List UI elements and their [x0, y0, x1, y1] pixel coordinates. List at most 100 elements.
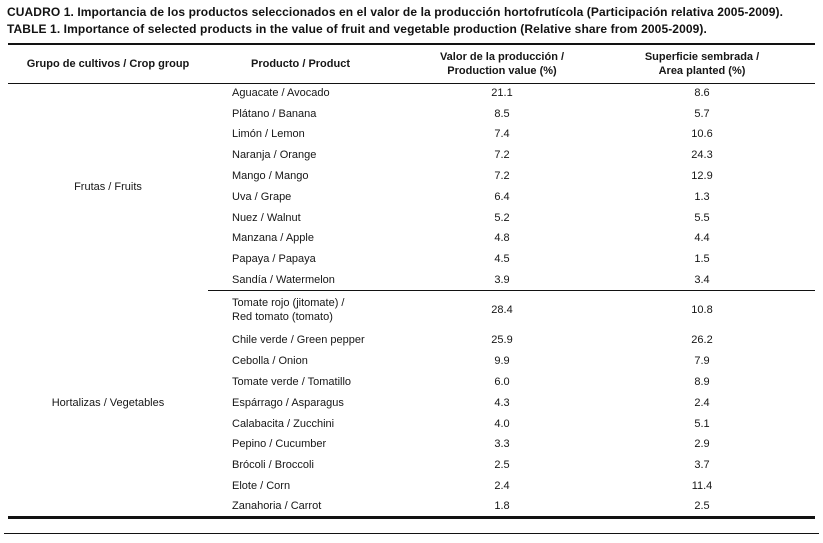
production-value-cell: 7.2 — [494, 149, 510, 162]
production-value-cell: 6.4 — [494, 190, 510, 203]
table-row: Hortalizas / Vegetables Tomate rojo (jito… — [8, 290, 815, 409]
header-line: Production value (%) — [447, 64, 557, 77]
table-row: Manzana / Apple 4.8 4.4 — [8, 229, 815, 250]
column-header-product: Producto / Product — [208, 44, 393, 84]
table-row: Pepino / Cucumber 3.3 2.9 — [8, 434, 815, 455]
production-value-cell: 3.9 — [494, 273, 510, 286]
area-planted-cell: 1.5 — [694, 253, 710, 266]
product-cell: Limón / Lemon — [232, 128, 305, 141]
area-planted-cell: 26.2 — [691, 334, 713, 347]
production-value-cell: 4.0 — [494, 417, 510, 430]
production-value-cell: 8.5 — [494, 107, 510, 120]
product-cell: Calabacita / Zucchini — [232, 417, 335, 430]
production-value-cell: 7.4 — [494, 128, 510, 141]
table-row: Elote / Corn 2.4 11.4 — [8, 476, 815, 497]
crop-group-cell: Frutas / Fruits — [74, 180, 142, 193]
area-planted-cell: 4.4 — [694, 232, 710, 245]
production-value-cell: 9.9 — [494, 355, 510, 368]
product-cell: Uva / Grape — [232, 190, 292, 203]
header-line: Area planted (%) — [658, 64, 746, 77]
table-row: Plátano / Banana 8.5 5.7 — [8, 104, 815, 125]
production-value-cell: 25.9 — [491, 334, 513, 347]
table-row: Brócoli / Broccoli 2.5 3.7 — [8, 455, 815, 476]
area-planted-cell: 10.6 — [691, 128, 713, 141]
table-row: Nuez / Walnut 5.2 5.5 — [8, 208, 815, 229]
production-value-cell: 5.2 — [494, 211, 510, 224]
table-row: Papaya / Papaya 4.5 1.5 — [8, 249, 815, 270]
production-value-cell: 7.2 — [494, 170, 510, 183]
table-row: Cebolla / Onion 9.9 7.9 — [8, 351, 815, 372]
product-cell: Naranja / Orange — [232, 149, 317, 162]
area-planted-cell: 10.8 — [611, 290, 815, 331]
area-planted-cell: 2.5 — [694, 499, 710, 512]
table-body: Frutas / Fruits Aguacate / Avocado 21.1 8.6… — [8, 83, 815, 518]
production-value-cell: 2.4 — [494, 479, 510, 492]
table-row: Uva / Grape 6.4 1.3 — [8, 187, 815, 208]
table-row: Calabacita / Zucchini 4.0 5.1 — [8, 414, 815, 435]
production-value-cell: 4.5 — [494, 253, 510, 266]
table-row: Tomate verde / Tomatillo 6.0 8.9 — [8, 372, 815, 393]
area-planted-cell: 8.6 — [694, 87, 710, 100]
product-cell: Zanahoria / Carrot — [232, 499, 322, 512]
product-cell: Papaya / Papaya — [232, 253, 316, 266]
table-row: Frutas / Fruits Aguacate / Avocado 21.1 8.6 — [8, 83, 815, 193]
production-value-cell: 28.4 — [393, 290, 611, 331]
crop-group-cell: Hortalizas / Vegetables — [51, 397, 165, 410]
product-cell: Tomate rojo (jitomate) / Red tomato (toma… — [208, 290, 393, 331]
area-planted-cell: 12.9 — [691, 170, 713, 183]
table-row: Espárrago / Asparagus 4.3 2.4 — [8, 393, 815, 414]
production-value-cell: 21.1 — [491, 87, 513, 100]
area-planted-cell: 8.9 — [694, 375, 710, 388]
data-table-wrapper: Grupo de cultivos / Crop group Producto … — [8, 43, 815, 520]
table-caption-english: TABLE 1. Importance of selected products… — [7, 22, 707, 36]
area-planted-cell: 5.5 — [694, 211, 710, 224]
table-row: Limón / Lemon 7.4 10.6 — [8, 125, 815, 146]
area-planted-cell: 2.9 — [694, 438, 710, 451]
area-planted-cell: 1.3 — [694, 190, 710, 203]
area-planted-cell: 7.9 — [694, 355, 710, 368]
data-table: Grupo de cultivos / Crop group Producto … — [8, 43, 815, 520]
production-value-cell: 1.8 — [494, 499, 510, 512]
product-cell: Aguacate / Avocado — [232, 87, 330, 100]
column-header-area-planted: Superficie sembrada / Area planted (%) — [611, 44, 815, 84]
product-cell: Mango / Mango — [232, 170, 309, 183]
product-cell: Manzana / Apple — [232, 232, 314, 245]
header-row: Grupo de cultivos / Crop group Producto … — [8, 44, 815, 84]
table-row: Mango / Mango 7.2 12.9 — [8, 166, 815, 187]
product-cell: Tomate verde / Tomatillo — [232, 375, 352, 388]
area-planted-cell: 5.7 — [694, 107, 710, 120]
area-planted-cell: 3.7 — [694, 459, 710, 472]
product-cell: Nuez / Walnut — [232, 211, 301, 224]
area-planted-cell: 11.4 — [691, 479, 713, 492]
area-planted-cell: 24.3 — [691, 149, 713, 162]
header-line: Superficie sembrada / — [644, 50, 760, 63]
product-cell: Chile verde / Green pepper — [232, 334, 365, 347]
area-planted-cell: 5.1 — [694, 417, 710, 430]
table-header: Grupo de cultivos / Crop group Producto … — [8, 44, 815, 84]
product-cell: Pepino / Cucumber — [232, 438, 327, 451]
bottom-rule — [4, 533, 819, 534]
table-row: Chile verde / Green pepper 25.9 26.2 — [8, 330, 815, 351]
table-row: Naranja / Orange 7.2 24.3 — [8, 145, 815, 166]
column-header-crop-group: Grupo de cultivos / Crop group — [8, 44, 208, 84]
table-caption-spanish: CUADRO 1. Importancia de los productos s… — [7, 5, 784, 19]
table-caption: CUADRO 1. Importancia de los productos s… — [7, 4, 819, 38]
product-cell: Sandía / Watermelon — [232, 273, 335, 286]
product-cell: Brócoli / Broccoli — [232, 459, 314, 472]
production-value-cell: 4.3 — [494, 396, 510, 409]
table-row: Sandía / Watermelon 3.9 3.4 — [8, 270, 815, 291]
area-planted-cell: 3.4 — [694, 273, 710, 286]
production-value-cell: 4.8 — [494, 232, 510, 245]
product-cell: Cebolla / Onion — [232, 355, 308, 368]
production-value-cell: 3.3 — [494, 438, 510, 451]
column-header-production-value: Valor de la producción / Production valu… — [393, 44, 611, 84]
product-cell: Espárrago / Asparagus — [232, 396, 344, 409]
product-cell: Elote / Corn — [232, 479, 291, 492]
table-row: Zanahoria / Carrot 1.8 2.5 — [8, 497, 815, 518]
production-value-cell: 6.0 — [494, 375, 510, 388]
header-line: Valor de la producción / — [439, 50, 565, 63]
production-value-cell: 2.5 — [494, 459, 510, 472]
product-cell: Plátano / Banana — [232, 107, 317, 120]
area-planted-cell: 2.4 — [694, 396, 710, 409]
